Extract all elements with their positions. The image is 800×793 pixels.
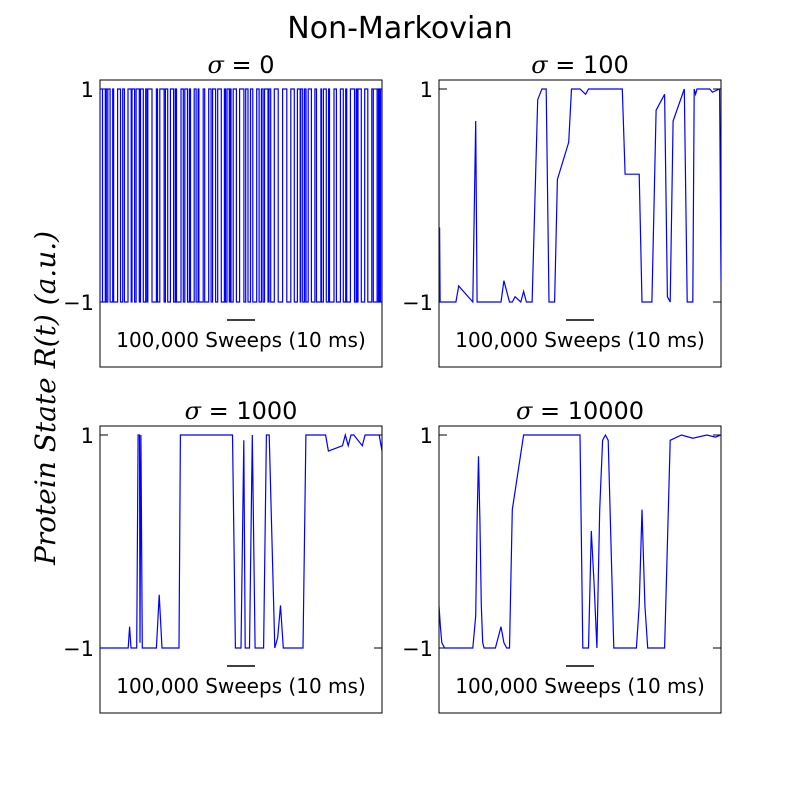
panel-3: σ = 1000 1 −1 100,000 Sweeps (10 ms) xyxy=(63,397,383,714)
figure-title: Non-Markovian xyxy=(287,11,512,46)
panel-title-symbol: σ xyxy=(207,51,224,79)
xlabel: 100,000 Sweeps (10 ms) xyxy=(116,674,366,698)
panel-title-symbol: σ xyxy=(531,51,548,79)
ytick-label: 1 xyxy=(420,78,433,102)
ytick-label: 1 xyxy=(81,78,94,102)
panel-title-value: = 1000 xyxy=(201,397,297,425)
panel-title: σ = 1000 xyxy=(185,397,298,425)
panel-1: σ = 0 1 −1 100,000 Sweeps (10 ms) xyxy=(63,51,383,368)
ytick-label: −1 xyxy=(402,637,433,661)
ytick-label: −1 xyxy=(63,291,94,315)
panel-frame xyxy=(99,79,383,368)
series-line xyxy=(100,88,382,303)
panel-title-value: = 0 xyxy=(224,51,275,79)
ytick-label: 1 xyxy=(420,424,433,448)
ytick-label: −1 xyxy=(63,637,94,661)
series-line xyxy=(439,88,721,304)
panel-2: σ = 100 1 −1 100,000 Sweeps (10 ms) xyxy=(402,51,722,368)
series-line xyxy=(100,432,382,649)
panel-title-value: = 100 xyxy=(548,51,629,79)
ytick-label: 1 xyxy=(81,424,94,448)
panel-title: σ = 0 xyxy=(207,51,274,79)
xlabel: 100,000 Sweeps (10 ms) xyxy=(455,674,705,698)
panel-frame xyxy=(438,425,722,714)
panel-frame xyxy=(99,425,383,714)
figure-ylabel: Protein State R(t) (a.u.) xyxy=(29,231,62,566)
panel-title-symbol: σ xyxy=(516,397,533,425)
xlabel: 100,000 Sweeps (10 ms) xyxy=(116,328,366,352)
panel-title: σ = 10000 xyxy=(516,397,644,425)
panel-title-value: = 10000 xyxy=(532,397,644,425)
ytick-label: −1 xyxy=(402,291,433,315)
panels-group: σ = 0 1 −1 100,000 Sweeps (10 ms) σ = 100 1 −1… xyxy=(63,51,722,714)
xlabel: 100,000 Sweeps (10 ms) xyxy=(455,328,705,352)
panel-frame xyxy=(438,79,722,368)
series-line xyxy=(439,433,721,649)
panel-4: σ = 10000 1 −1 100,000 Sweeps (10 ms) xyxy=(402,397,722,714)
panel-title: σ = 100 xyxy=(531,51,629,79)
panel-title-symbol: σ xyxy=(185,397,202,425)
